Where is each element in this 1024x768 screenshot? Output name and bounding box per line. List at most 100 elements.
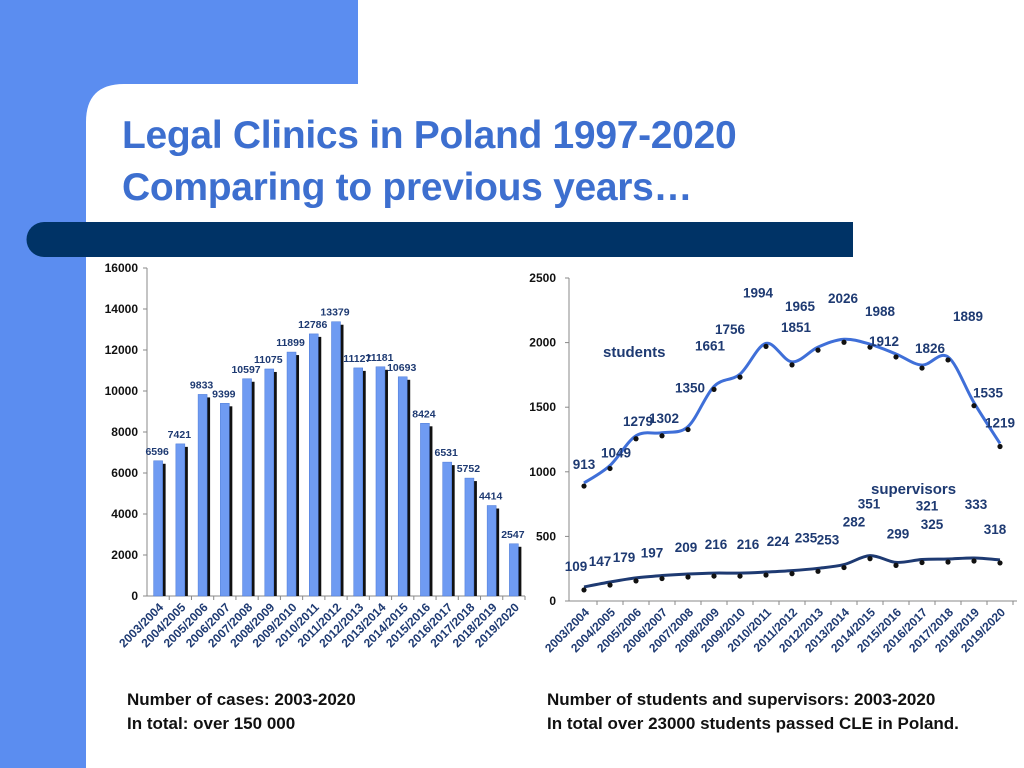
bar <box>264 368 275 597</box>
supervisors-point <box>633 578 639 584</box>
cases-caption-line-2: In total: over 150 000 <box>127 714 296 733</box>
students-point <box>659 433 665 439</box>
supervisors-data-label: 299 <box>887 526 910 541</box>
supervisors-point <box>737 573 743 579</box>
bar <box>397 376 408 597</box>
students-point <box>607 465 613 472</box>
students-data-label: 1912 <box>869 334 899 349</box>
bar <box>309 333 319 597</box>
students-data-label: 1302 <box>649 411 679 426</box>
title-line-2: Comparing to previous years… <box>122 166 693 209</box>
bar-y-tick-label: 2000 <box>111 548 138 562</box>
students-point <box>841 339 847 345</box>
slide-title: Legal Clinics in Poland 1997-2020 Compar… <box>122 110 737 214</box>
supervisors-point <box>789 571 795 577</box>
supervisors-point <box>997 560 1003 566</box>
students-data-label: 1279 <box>623 414 653 429</box>
supervisors-series-label: supervisors <box>871 481 956 498</box>
supervisors-point <box>841 564 847 571</box>
students-data-label: 1756 <box>715 322 746 337</box>
supervisors-data-label: 224 <box>767 534 790 549</box>
students-caption: Number of students and supervisors: 2003… <box>547 688 959 736</box>
bar <box>331 321 341 597</box>
bar-y-tick-label: 14000 <box>105 302 139 316</box>
bar-y-tick-label: 6000 <box>111 466 138 480</box>
supervisors-point <box>685 574 691 580</box>
students-point <box>789 362 795 368</box>
bar <box>220 403 230 597</box>
bar-y-tick-label: 8000 <box>111 425 138 439</box>
line-y-tick-label: 1000 <box>529 465 556 479</box>
bar-data-label: 6531 <box>434 447 458 459</box>
bar-data-label: 11899 <box>276 337 305 349</box>
bar <box>242 378 252 597</box>
bar-data-label: 2547 <box>501 529 525 541</box>
students-point <box>919 365 925 371</box>
supervisors-series-line <box>583 554 1001 589</box>
students-data-label: 1965 <box>785 299 816 314</box>
supervisors-point <box>919 559 925 566</box>
supervisors-point <box>971 558 977 564</box>
students-caption-line-2: In total over 23000 students passed CLE … <box>547 714 959 733</box>
supervisors-point <box>945 559 951 565</box>
supervisors-point <box>607 582 613 588</box>
line-y-tick-label: 0 <box>549 594 556 608</box>
students-series-label: students <box>603 344 666 361</box>
bar-data-label: 4414 <box>479 491 503 503</box>
supervisors-data-label: 333 <box>965 497 988 512</box>
students-point <box>815 347 821 353</box>
bar <box>353 367 363 597</box>
bar-data-label: 5752 <box>457 463 481 475</box>
students-caption-line-1: Number of students and supervisors: 2003… <box>547 690 936 709</box>
line-y-tick-label: 2500 <box>529 271 556 285</box>
supervisors-point <box>815 568 821 574</box>
students-point <box>711 386 717 392</box>
bar-data-label: 9833 <box>190 379 214 391</box>
students-series-line <box>583 337 1002 485</box>
cases-caption-line-1: Number of cases: 2003-2020 <box>127 690 356 709</box>
supervisors-point <box>893 562 899 568</box>
students-point <box>971 403 977 409</box>
line-y-tick-label: 500 <box>536 529 556 543</box>
bar-data-label: 11181 <box>365 352 393 364</box>
supervisors-data-label: 321 <box>916 499 939 514</box>
supervisors-data-label: 197 <box>641 546 664 561</box>
bar <box>420 423 430 597</box>
students-data-label: 1851 <box>781 320 812 335</box>
students-data-label: 1535 <box>973 386 1004 401</box>
students-point <box>945 357 951 363</box>
students-data-label: 913 <box>573 457 596 472</box>
students-supervisors-line-chart: 050010001500200025002003/20042004/200520… <box>529 271 1017 655</box>
line-y-tick-label: 1500 <box>529 400 556 414</box>
supervisors-data-label: 109 <box>565 559 588 574</box>
supervisors-data-label: 235 <box>795 531 818 546</box>
students-point <box>893 354 899 360</box>
bar-y-tick-label: 4000 <box>111 507 138 521</box>
students-data-label: 1994 <box>743 285 774 300</box>
supervisors-data-label: 216 <box>737 537 760 552</box>
supervisors-data-label: 179 <box>613 550 636 565</box>
bar-data-label: 10693 <box>387 362 416 374</box>
bar-data-label: 10597 <box>231 364 260 376</box>
students-data-label: 2026 <box>828 291 859 306</box>
cases-bar-chart: 0 2000 4000 6000 8000 10000 12000 14000 16000 659… <box>105 261 526 650</box>
bar <box>442 461 452 597</box>
bar <box>486 505 497 597</box>
students-data-label: 1219 <box>985 416 1015 431</box>
students-point <box>763 343 769 349</box>
bar-data-label: 13379 <box>320 307 349 319</box>
bar-data-label: 11075 <box>254 354 283 366</box>
students-data-label: 1049 <box>601 445 631 460</box>
bar-y-tick-label: 12000 <box>105 343 139 357</box>
students-data-label: 1350 <box>675 381 705 396</box>
supervisors-data-label: 282 <box>843 515 866 530</box>
students-point <box>581 483 587 489</box>
bar <box>153 460 163 597</box>
bar <box>175 443 186 597</box>
bar <box>464 477 475 597</box>
bar-data-label: 6596 <box>145 446 169 458</box>
supervisors-data-label: 318 <box>984 522 1007 537</box>
bar <box>197 394 208 597</box>
supervisors-data-label: 209 <box>675 540 698 555</box>
